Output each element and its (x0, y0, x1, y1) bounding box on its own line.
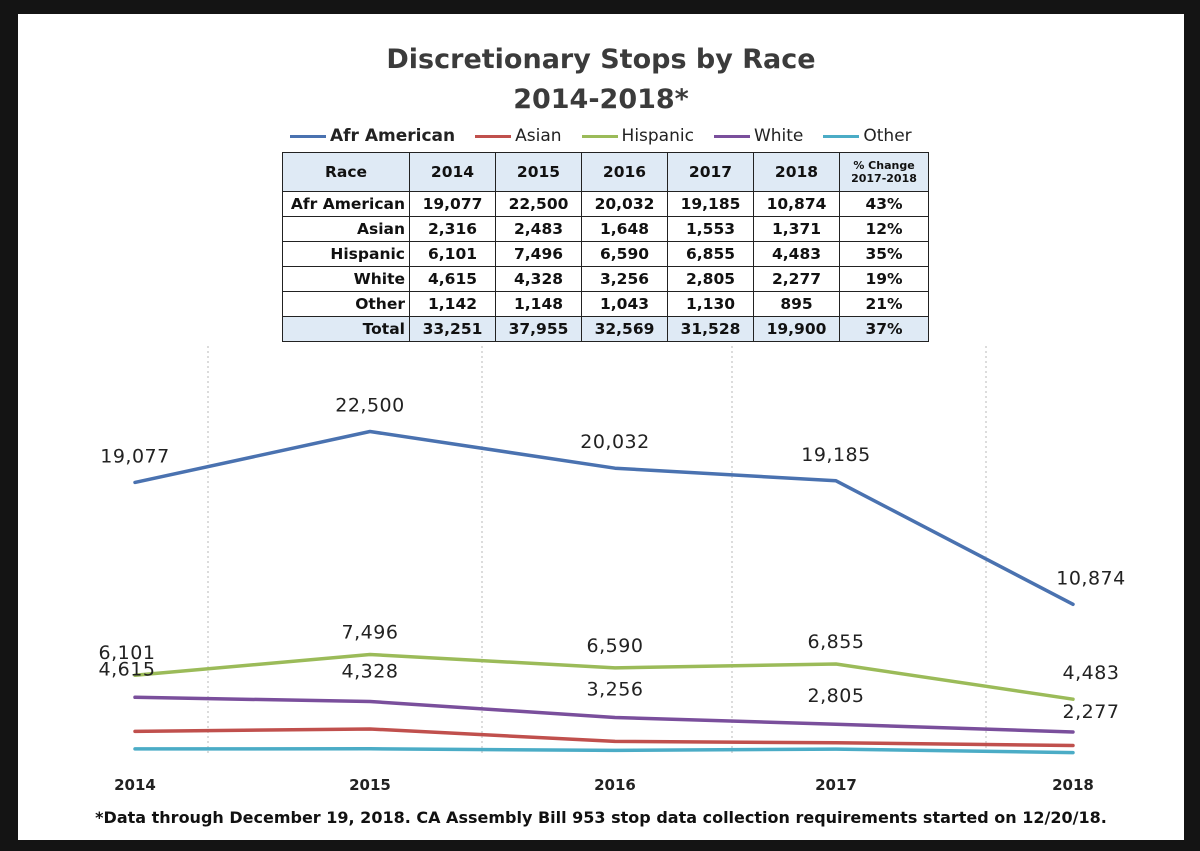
table-cell-change: 37% (839, 316, 929, 342)
table-cell-value: 4,328 (495, 266, 582, 292)
footnote: *Data through December 19, 2018. CA Asse… (95, 808, 1107, 827)
legend-swatch-asian (475, 134, 512, 138)
table-row: Hispanic 6,101 7,496 6,590 6,855 4,483 35% (282, 241, 929, 267)
x-tick-label-2017: 2017 (815, 776, 857, 794)
table-cell-change: 12% (839, 216, 929, 242)
data-label-white-2015: 4,328 (342, 661, 399, 683)
table-cell-value: 6,590 (581, 241, 668, 267)
legend-item-asian: Asian (475, 126, 562, 146)
table-cell-value: 19,900 (753, 316, 840, 342)
legend-item-other: Other (823, 126, 912, 146)
legend-label-white: White (753, 126, 804, 146)
table-cell-value: 1,371 (753, 216, 840, 242)
table-cell-value: 1,148 (495, 291, 582, 317)
data-label-afr-american-2015: 22,500 (335, 395, 404, 417)
table-cell-race: Hispanic (282, 241, 410, 267)
table-cell-value: 10,874 (753, 191, 840, 217)
legend-label-other: Other (863, 126, 912, 146)
table-header-change-line2: 2017-2018 (851, 172, 917, 185)
x-tick-label-2016: 2016 (594, 776, 636, 794)
table-cell-value: 33,251 (409, 316, 496, 342)
table-cell-change: 21% (839, 291, 929, 317)
table-row: Afr American 19,077 22,500 20,032 19,185 10,8… (282, 191, 929, 217)
table-cell-race: Total (282, 316, 410, 342)
table-cell-race: Afr American (282, 191, 410, 217)
table-cell-race: Other (282, 291, 410, 317)
series-line-asian (133, 727, 1075, 748)
legend-label-asian: Asian (515, 126, 562, 146)
legend-item-afr-american: Afr American (290, 126, 455, 146)
legend: Afr American Asian Hispanic White Other (290, 124, 932, 148)
table-cell-value: 895 (753, 291, 840, 317)
table-cell-value: 1,648 (581, 216, 668, 242)
table-header-2018: 2018 (753, 152, 840, 192)
table-cell-change: 19% (839, 266, 929, 292)
data-label-hispanic-2014: 6,101 (99, 642, 156, 664)
table-cell-value: 22,500 (495, 191, 582, 217)
data-label-afr-american-2018: 10,874 (1056, 567, 1125, 589)
data-label-afr-american-2016: 20,032 (580, 431, 649, 453)
x-tick-label-2014: 2014 (114, 776, 156, 794)
data-label-hispanic-2016: 6,590 (587, 635, 644, 657)
series-line-afr-american (133, 429, 1075, 607)
table-cell-value: 31,528 (667, 316, 754, 342)
series-line-other (133, 747, 1075, 755)
chart-title: Discretionary Stops by Race (386, 44, 816, 75)
data-label-white-2014: 4,615 (99, 658, 156, 680)
series-line-hispanic (133, 652, 1075, 701)
series-line-white (133, 695, 1075, 734)
chart-sheet: Discretionary Stops by Race 2014-2018* A… (18, 14, 1184, 840)
table-row: Other 1,142 1,148 1,043 1,130 895 21% (282, 291, 929, 317)
x-tick-label-2018: 2018 (1052, 776, 1094, 794)
data-label-white-2017: 2,805 (808, 685, 865, 707)
table-cell-change: 35% (839, 241, 929, 267)
data-label-white-2016: 3,256 (587, 678, 644, 700)
table-cell-value: 20,032 (581, 191, 668, 217)
data-label-afr-american-2017: 19,185 (801, 444, 870, 466)
table-cell-value: 4,615 (409, 266, 496, 292)
table-cell-value: 37,955 (495, 316, 582, 342)
table-cell-value: 19,185 (667, 191, 754, 217)
data-label-hispanic-2015: 7,496 (342, 621, 399, 643)
x-tick-label-2015: 2015 (349, 776, 391, 794)
table-row: White 4,615 4,328 3,256 2,805 2,277 19% (282, 266, 929, 292)
table-row: Asian 2,316 2,483 1,648 1,553 1,371 12% (282, 216, 929, 242)
table-body: Afr American 19,077 22,500 20,032 19,185 10,8… (282, 191, 929, 342)
table-cell-value: 2,316 (409, 216, 496, 242)
legend-item-hispanic: Hispanic (581, 126, 694, 146)
table-cell-value: 3,256 (581, 266, 668, 292)
data-label-white-2018: 2,277 (1063, 701, 1120, 723)
table-header-race: Race (282, 152, 410, 192)
table-header-row: Race 2014 2015 2016 2017 2018 % Change 2… (282, 152, 929, 192)
data-label-afr-american-2014: 19,077 (100, 445, 169, 467)
data-label-hispanic-2018: 4,483 (1063, 662, 1120, 684)
data-label-hispanic-2017: 6,855 (808, 631, 865, 653)
legend-swatch-other (823, 134, 860, 138)
table-header-2017: 2017 (667, 152, 754, 192)
table-row: Total 33,251 37,955 32,569 31,528 19,900 37% (282, 316, 929, 342)
legend-label-hispanic: Hispanic (621, 126, 694, 146)
table-cell-value: 2,483 (495, 216, 582, 242)
table-cell-value: 19,077 (409, 191, 496, 217)
legend-swatch-white (713, 134, 750, 138)
table-cell-value: 1,142 (409, 291, 496, 317)
legend-swatch-hispanic (581, 134, 618, 138)
legend-swatch-afr-american (290, 134, 326, 138)
table-cell-value: 4,483 (753, 241, 840, 267)
table-cell-value: 2,805 (667, 266, 754, 292)
chart-subtitle: 2014-2018* (513, 84, 689, 115)
legend-item-white: White (713, 126, 804, 146)
table-header-change-line1: % Change (853, 159, 915, 172)
table-header-change: % Change 2017-2018 (839, 152, 929, 192)
table-cell-race: Asian (282, 216, 410, 242)
table-cell-value: 6,855 (667, 241, 754, 267)
legend-label-afr-american: Afr American (330, 126, 456, 146)
line-chart: 2014 2015 2016 2017 2018 19,077 22,500 20,032 19… (99, 346, 1125, 794)
table-cell-value: 6,101 (409, 241, 496, 267)
table-cell-value: 32,569 (581, 316, 668, 342)
table-cell-value: 1,553 (667, 216, 754, 242)
table-cell-value: 1,043 (581, 291, 668, 317)
data-table: Race 2014 2015 2016 2017 2018 % Change 2… (282, 152, 929, 342)
